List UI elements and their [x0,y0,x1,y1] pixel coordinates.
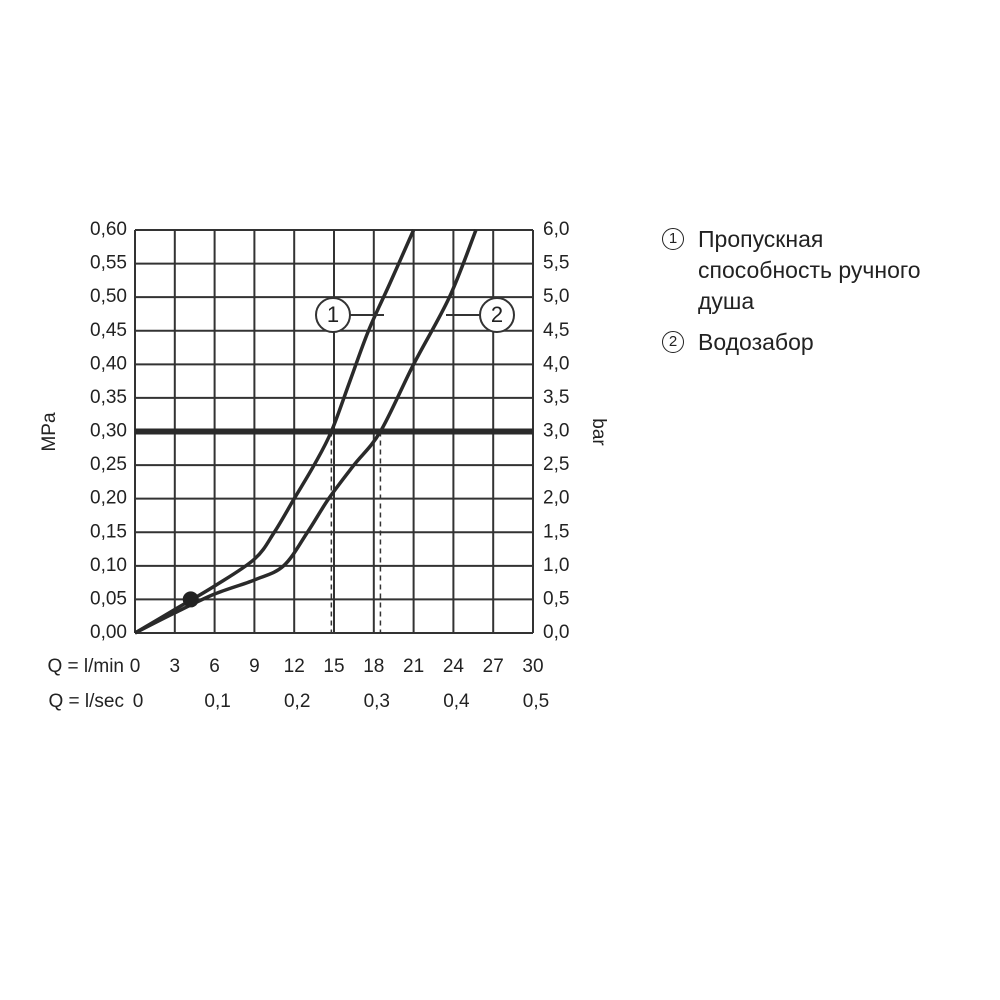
x-tick-label: 30 [522,656,543,677]
legend-item: 2 Водозабор [662,327,962,358]
x2-tick-label: 0,2 [284,691,310,712]
legend-label: Пропускная способность ручного душа [698,226,921,314]
callout-label: 1 [327,302,339,327]
y2-tick-label: 4,0 [543,353,569,374]
y-tick-label: 0,45 [90,320,127,341]
y-axis-label: MPa [39,412,60,452]
callout-label: 2 [491,302,503,327]
y2-tick-label: 2,0 [543,488,569,509]
y-tick-label: 0,30 [90,421,127,442]
y-tick-label: 0,20 [90,488,127,509]
y2-tick-label: 2,5 [543,454,569,475]
y2-tick-label: 6,0 [543,219,569,240]
x-tick-label: 3 [170,656,181,677]
callout [315,297,351,333]
x2-tick-label: 0 [133,691,144,712]
x-tick-label: 21 [403,656,424,677]
y-tick-label: 0,40 [90,353,127,374]
y-tick-label: 0,10 [90,555,127,576]
y-tick-label: 0,50 [90,286,127,307]
y-tick-label: 0,00 [90,622,127,643]
x2-tick-label: 0,5 [523,691,549,712]
y-tick-label: 0,25 [90,454,127,475]
x2-axis-label: Q = l/sec [49,691,125,712]
curve [134,229,478,635]
y-tick-label: 0,60 [90,219,127,240]
y2-tick-label: 1,5 [543,521,569,542]
x2-tick-label: 0,1 [204,691,230,712]
point [182,591,199,608]
x2-tick-label: 0,4 [443,691,470,712]
y2-axis-label: bar [588,418,609,446]
x-tick-label: 0 [130,656,141,677]
y-tick-label: 0,05 [90,588,127,609]
x-tick-label: 18 [363,656,384,677]
y2-tick-label: 5,5 [543,253,569,274]
x-tick-label: 12 [284,656,305,677]
y2-tick-label: 1,0 [543,555,569,576]
legend-item: 1 Пропускная способность ручного душа [662,224,962,317]
legend-marker: 2 [662,331,684,353]
curve [134,229,416,635]
y2-tick-label: 3,0 [543,421,569,442]
y2-tick-label: 3,5 [543,387,569,408]
y2-tick-label: 4,5 [543,320,569,341]
y2-tick-label: 0,5 [543,588,569,609]
y-tick-label: 0,55 [90,253,127,274]
x-axis-label: Q = l/min [47,656,124,677]
legend-label: Водозабор [698,329,814,355]
x-tick-label: 6 [209,656,220,677]
x-tick-label: 27 [483,656,504,677]
callout [479,297,515,333]
x2-tick-label: 0,3 [364,691,390,712]
x-tick-label: 24 [443,656,465,677]
x-tick-label: 15 [323,656,344,677]
legend: 1 Пропускная способность ручного душа 2 Вод… [662,224,962,368]
y2-tick-label: 0,0 [543,622,569,643]
y-tick-label: 0,15 [90,521,127,542]
legend-marker: 1 [662,228,684,250]
y2-tick-label: 5,0 [543,286,569,307]
x-tick-label: 9 [249,656,260,677]
y-tick-label: 0,35 [90,387,127,408]
